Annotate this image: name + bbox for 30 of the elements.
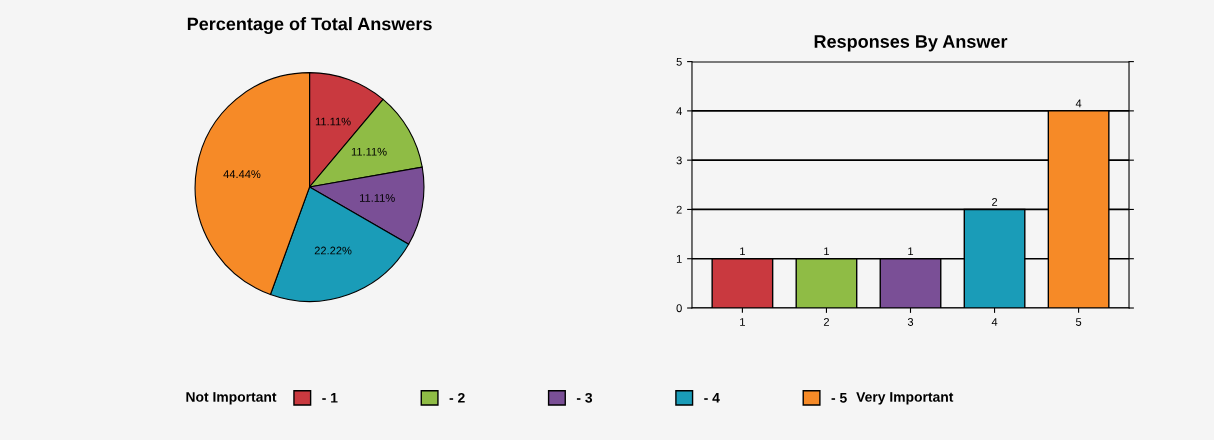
data-label: 44.44%: [223, 170, 261, 179]
data-label: 1: [740, 247, 745, 256]
y-tick-label: 3: [676, 156, 682, 165]
data-label: 11.11%: [351, 147, 387, 156]
x-tick-label: 1: [740, 318, 745, 326]
text: Not Important: [186, 392, 277, 405]
y-tick-label: 1: [676, 255, 682, 263]
data-label: 11.11%: [359, 194, 395, 202]
legend-label: - 2: [449, 392, 465, 403]
x-tick-label: 4: [991, 318, 998, 326]
chart-title: Responses By Answer: [814, 35, 1008, 52]
data-label: 1: [908, 247, 914, 256]
y-tick-label: 0: [676, 304, 682, 313]
y-tick-label: 5: [676, 57, 682, 66]
legend-label: - 3: [576, 392, 593, 403]
data-label: 1: [824, 247, 829, 256]
y-tick-label: 2: [676, 205, 682, 214]
y-tick-label: 4: [676, 107, 682, 115]
chart-title: Percentage of Total Answers: [187, 17, 432, 34]
x-tick-label: 5: [1075, 318, 1082, 326]
legend-label: - 4: [704, 393, 720, 403]
legend-label: - 5: [831, 393, 847, 403]
data-label: 11.11%: [315, 117, 351, 126]
data-label: 4: [1075, 99, 1082, 108]
legend-label: - 1: [322, 393, 338, 403]
text: Very Important: [856, 392, 954, 405]
x-tick-label: 2: [823, 318, 829, 326]
x-tick-label: 3: [907, 318, 914, 326]
data-label: 22.22%: [314, 246, 352, 255]
data-label: 2: [992, 197, 998, 206]
